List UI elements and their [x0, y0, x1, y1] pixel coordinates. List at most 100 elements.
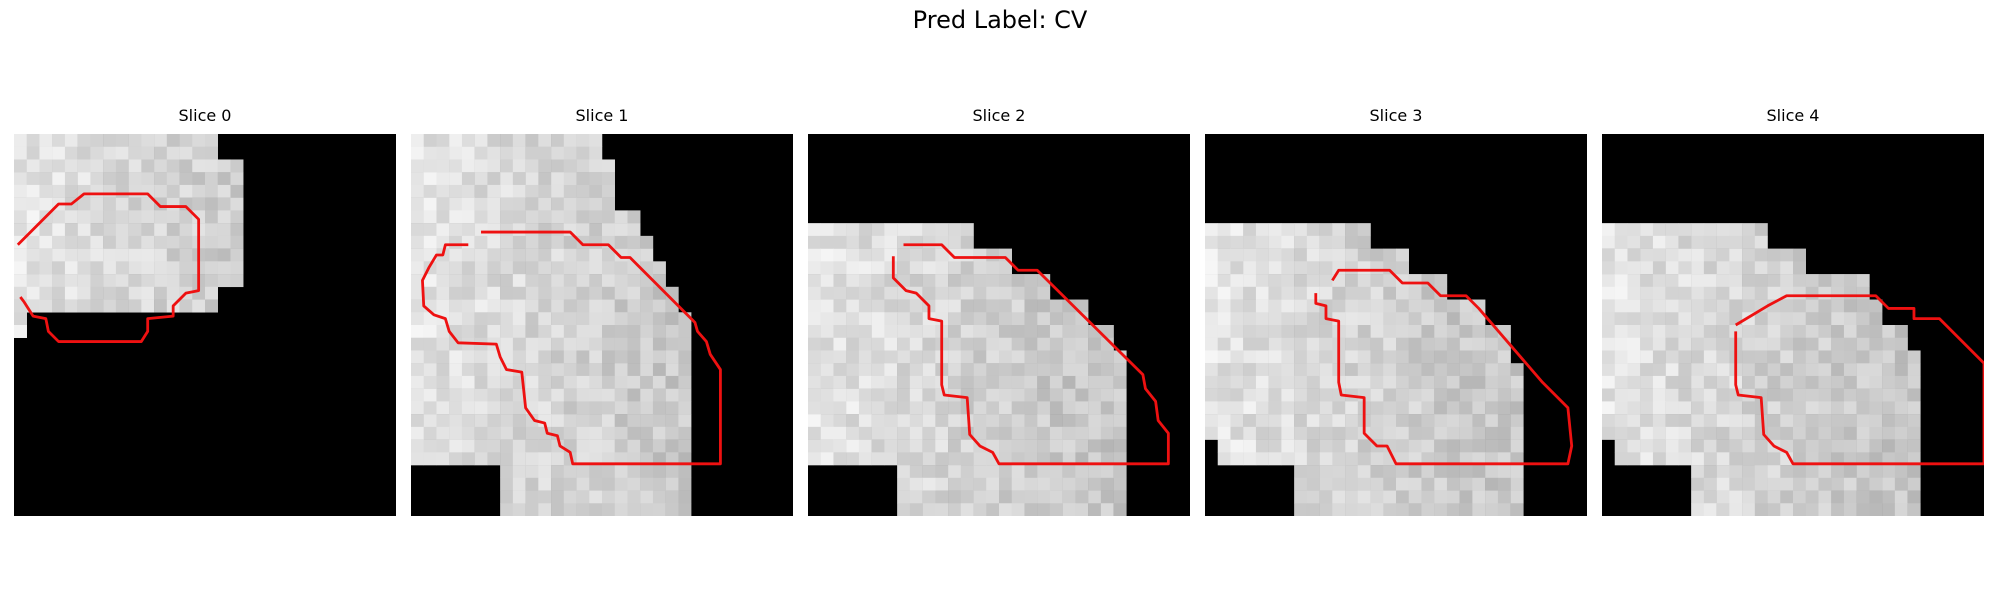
tissue-pixel	[1793, 337, 1806, 351]
tissue-pixel	[922, 465, 936, 479]
tissue-pixel	[141, 223, 155, 237]
tissue-pixel	[1345, 490, 1359, 504]
tissue-pixel	[1421, 312, 1435, 326]
tissue-pixel	[1907, 426, 1921, 440]
tissue-pixel	[1062, 439, 1076, 453]
tissue-pixel	[1294, 261, 1308, 275]
tissue-pixel	[1268, 261, 1282, 275]
tissue-pixel	[166, 235, 180, 249]
tissue-pixel	[1332, 248, 1346, 262]
tissue-pixel	[665, 503, 679, 516]
tissue-pixel	[1691, 414, 1705, 428]
tissue-pixel	[922, 337, 936, 351]
tissue-pixel	[846, 414, 860, 428]
tissue-pixel	[538, 477, 552, 491]
tissue-pixel	[1230, 223, 1244, 237]
tissue-pixel	[538, 426, 552, 440]
tissue-pixel	[1907, 477, 1921, 491]
tissue-pixel	[1049, 299, 1063, 313]
tissue-pixel	[960, 286, 974, 300]
tissue-pixel	[1742, 248, 1756, 262]
tissue-pixel	[1691, 312, 1705, 326]
tissue-pixel	[858, 414, 872, 428]
tissue-pixel	[1665, 452, 1679, 466]
tissue-pixel	[154, 197, 168, 211]
tissue-pixel	[1703, 490, 1717, 504]
tissue-pixel	[871, 312, 885, 326]
tissue-pixel	[999, 299, 1012, 313]
tissue-pixel	[525, 261, 539, 275]
tissue-pixel	[820, 235, 834, 249]
tissue-pixel	[808, 401, 821, 415]
tissue-pixel	[1370, 299, 1384, 313]
tissue-pixel	[551, 134, 565, 147]
tissue-pixel	[64, 274, 78, 288]
tissue-pixel	[411, 452, 424, 466]
tissue-pixel	[1075, 375, 1089, 389]
tissue-pixel	[909, 261, 923, 275]
tissue-pixel	[1459, 325, 1473, 338]
tissue-pixel	[1434, 312, 1448, 326]
tissue-pixel	[858, 401, 872, 415]
tissue-pixel	[1640, 439, 1654, 453]
tissue-pixel	[52, 134, 66, 147]
tissue-pixel	[1230, 248, 1244, 262]
tissue-pixel	[858, 452, 872, 466]
tissue-pixel	[1742, 299, 1756, 313]
tissue-pixel	[1703, 312, 1717, 326]
tissue-pixel	[1306, 426, 1320, 440]
tissue-pixel	[1805, 363, 1819, 377]
tissue-pixel	[922, 503, 936, 516]
tissue-pixel	[449, 274, 463, 288]
tissue-pixel	[960, 337, 974, 351]
tissue-pixel	[115, 223, 129, 237]
tissue-pixel	[217, 184, 231, 198]
tissue-pixel	[1217, 312, 1231, 326]
tissue-pixel	[461, 363, 475, 377]
tissue-pixel	[1678, 401, 1692, 415]
tissue-pixel	[897, 312, 911, 326]
tissue-pixel	[1869, 426, 1883, 440]
tissue-pixel	[1217, 274, 1231, 288]
tissue-pixel	[26, 159, 40, 173]
tissue-pixel	[897, 248, 911, 262]
tissue-pixel	[1894, 490, 1908, 504]
tissue-pixel	[1627, 325, 1641, 338]
tissue-pixel	[1691, 388, 1705, 402]
tissue-pixel	[26, 197, 40, 211]
tissue-pixel	[179, 235, 193, 249]
tissue-pixel	[1024, 286, 1038, 300]
tissue-pixel	[538, 312, 552, 326]
tissue-pixel	[1408, 490, 1422, 504]
tissue-pixel	[1882, 503, 1896, 516]
tissue-pixel	[1345, 477, 1359, 491]
tissue-pixel	[602, 375, 615, 389]
tissue-pixel	[500, 223, 514, 237]
tissue-pixel	[1767, 414, 1781, 428]
tissue-pixel	[922, 401, 936, 415]
tissue-pixel	[576, 363, 590, 377]
tissue-pixel	[652, 503, 666, 516]
tissue-pixel	[1627, 286, 1641, 300]
tissue-pixel	[563, 159, 577, 173]
tissue-pixel	[948, 223, 962, 237]
tissue-pixel	[576, 388, 590, 402]
tissue-pixel	[960, 452, 974, 466]
tissue-pixel	[884, 426, 898, 440]
tissue-pixel	[1869, 490, 1883, 504]
tissue-pixel	[1472, 452, 1486, 466]
tissue-pixel	[1113, 426, 1127, 440]
tissue-pixel	[1703, 286, 1717, 300]
tissue-pixel	[627, 490, 641, 504]
tissue-pixel	[897, 465, 911, 479]
tissue-pixel	[1243, 261, 1257, 275]
tissue-pixel	[1230, 452, 1244, 466]
tissue-pixel	[1281, 363, 1295, 377]
tissue-pixel	[576, 146, 590, 160]
tissue-pixel	[474, 350, 488, 364]
tissue-pixel	[1306, 490, 1320, 504]
tissue-pixel	[1075, 490, 1089, 504]
tissue-pixel	[1678, 223, 1692, 237]
tissue-pixel	[1319, 223, 1333, 237]
tissue-pixel	[500, 248, 514, 262]
